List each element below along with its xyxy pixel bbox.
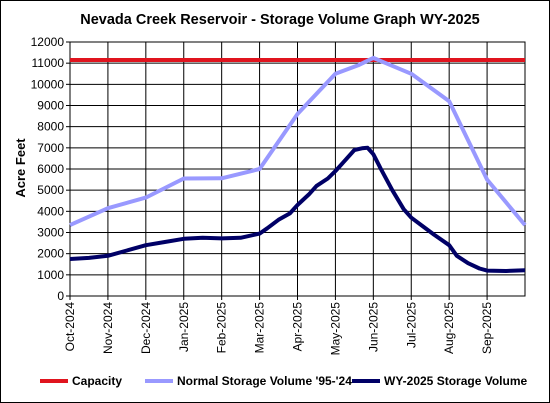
data-series (69, 55, 527, 273)
chart-title: Nevada Creek Reservoir - Storage Volume … (80, 12, 479, 28)
legend: Capacity Normal Storage Volume '95-'24 WY-… (40, 374, 527, 388)
y-tick-label: 10000 (31, 77, 65, 91)
x-tick-label: Feb-2025 (215, 302, 229, 354)
y-tick-label: 4000 (37, 204, 64, 218)
y-tick-label: 1000 (37, 268, 64, 282)
y-tick-label: 5000 (37, 183, 64, 197)
x-tick-label: Jul-2025 (404, 302, 418, 348)
x-tick-label: Oct-2024 (63, 302, 77, 352)
y-tick-label: 6000 (37, 162, 64, 176)
series-line-2 (69, 145, 526, 273)
x-tick-label: Apr-2025 (291, 302, 305, 352)
y-tick-label: 2000 (37, 247, 64, 261)
axes: 0 1000 2000 3000 4000 5000 6000 7000 8000 9000 100… (31, 35, 494, 355)
y-tick-label: 11000 (32, 56, 65, 70)
y-tick-label: 9000 (37, 99, 64, 113)
x-tick-label: Mar-2025 (253, 302, 267, 354)
x-tick-label: Sep-2025 (480, 302, 494, 354)
legend-label: WY-2025 Storage Volume (384, 374, 527, 388)
x-tick-label: Dec-2024 (139, 302, 153, 354)
x-tick-label: Aug-2025 (442, 302, 456, 354)
y-axis-label: Acre Feet (13, 138, 28, 198)
x-tick-label: Jan-2025 (177, 302, 191, 352)
gridlines (70, 42, 525, 296)
series-line-1 (69, 55, 527, 227)
x-tick-label: May-2025 (328, 302, 342, 356)
legend-label: Normal Storage Volume '95-'24 (177, 374, 352, 388)
x-tick-label: Jun-2025 (366, 302, 380, 352)
x-tick-label: Nov-2024 (101, 302, 115, 354)
y-tick-label: 12000 (31, 35, 65, 49)
y-tick-label: 7000 (37, 141, 64, 155)
y-tick-label: 8000 (37, 120, 64, 134)
y-tick-label: 3000 (37, 226, 64, 240)
y-tick-label: 0 (57, 289, 64, 303)
legend-label: Capacity (72, 374, 122, 388)
